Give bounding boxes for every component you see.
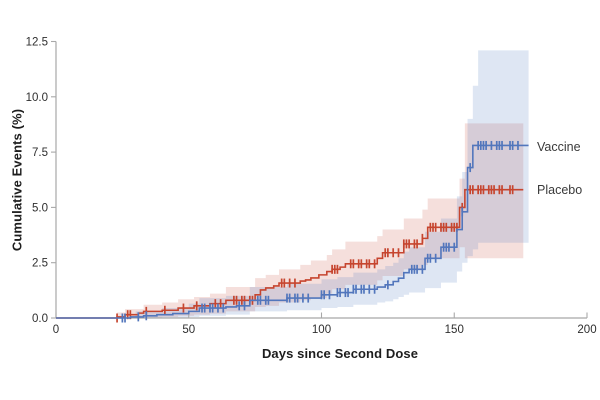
x-tick-label: 100 [312,324,331,336]
x-tick-label: 200 [577,324,596,336]
survival-curve-placebo [56,188,524,319]
x-tick-label: 0 [53,324,59,336]
y-tick-label: 5.0 [32,202,48,214]
y-tick-label: 10.0 [26,92,48,104]
y-tick-label: 7.5 [32,147,48,159]
y-tick-label: 2.5 [32,258,48,270]
confidence-band-vaccine [135,50,529,319]
x-tick-label: 50 [182,324,195,336]
y-tick-label: 0.0 [32,313,48,325]
x-axis-title: Days since Second Dose [261,346,419,361]
y-tick-label: 12.5 [26,37,48,49]
x-tick-label: 150 [445,324,464,336]
legend-label-placebo: Placebo [537,183,583,197]
y-axis-title: Cumulative Events (%) [9,108,25,252]
legend-label-vaccine: Vaccine [537,140,581,154]
